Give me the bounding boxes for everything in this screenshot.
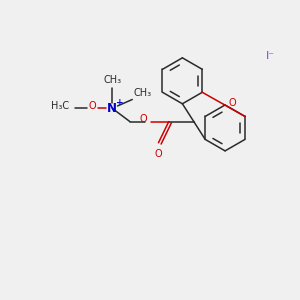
- Text: O: O: [140, 114, 148, 124]
- Text: CH₃: CH₃: [134, 88, 152, 98]
- Text: O: O: [88, 101, 96, 111]
- Text: O: O: [154, 149, 162, 159]
- Text: +: +: [116, 98, 123, 107]
- Text: O: O: [228, 98, 236, 108]
- Text: N: N: [107, 102, 117, 115]
- Text: H₃C: H₃C: [50, 101, 69, 111]
- Text: CH₃: CH₃: [103, 75, 121, 85]
- Text: I⁻: I⁻: [266, 51, 275, 61]
